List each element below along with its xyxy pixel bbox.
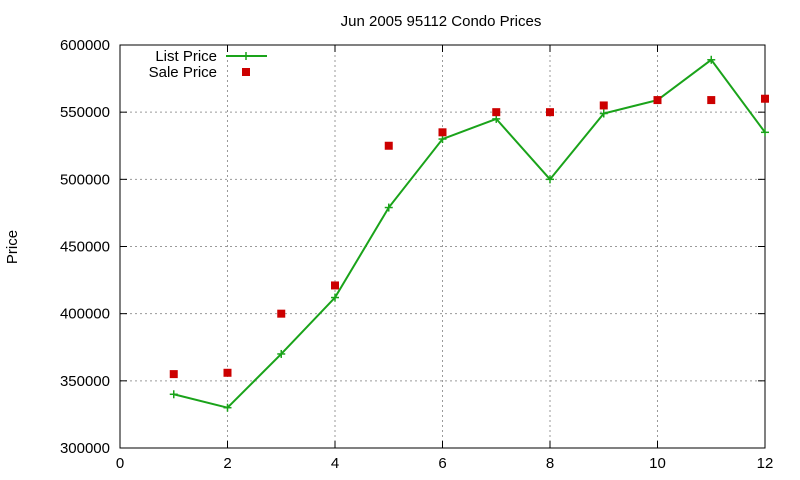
y-axis: 300000 350000 400000 450000 500000 550000 6000…	[60, 37, 765, 457]
list-price-point	[277, 349, 286, 358]
x-tick-label: 0	[116, 455, 124, 472]
sale-price-point	[546, 108, 554, 117]
list-price-point	[331, 293, 339, 302]
sale-price-point	[169, 370, 178, 379]
x-tick-label: 6	[438, 455, 446, 472]
list-price-point	[761, 128, 769, 137]
list-price-point	[546, 175, 554, 184]
sale-price-point	[331, 281, 339, 290]
y-tick-label: 300000	[60, 440, 110, 457]
y-tick-label: 450000	[60, 239, 110, 256]
sale-price-point	[223, 368, 232, 377]
list-price-point	[492, 114, 501, 123]
y-tick-label: 350000	[60, 373, 110, 390]
list-price-point	[169, 390, 178, 399]
series-group	[169, 55, 769, 412]
y-axis-label: Price	[4, 230, 21, 264]
sale-price-point	[492, 108, 501, 117]
list-price-point	[707, 55, 716, 64]
x-tick-label: 2	[223, 455, 231, 472]
y-tick-label: 600000	[60, 37, 110, 54]
x-tick-label: 12	[757, 455, 774, 472]
x-tick-label: 8	[546, 455, 554, 472]
legend-plus-swatch	[242, 52, 250, 60]
sale-price-point	[707, 96, 716, 105]
y-tick-label: 400000	[60, 306, 110, 323]
y-tick-label: 550000	[60, 104, 110, 121]
y-tick-label: 500000	[60, 171, 110, 188]
sale-price-point	[438, 128, 447, 137]
list-price-point	[599, 109, 608, 118]
legend-label: Sale Price	[149, 64, 217, 81]
legend-square-swatch	[242, 68, 250, 76]
sale-price-point	[599, 101, 608, 110]
grid-lines	[120, 45, 765, 448]
sale-price-point	[653, 96, 662, 105]
list-price-point	[223, 403, 232, 412]
list-price-line	[173, 58, 766, 409]
x-tick-label: 10	[649, 455, 666, 472]
x-axis: 0 2 4 6 8 10 12	[116, 45, 774, 472]
list-price-point	[438, 135, 447, 144]
sale-price-point	[384, 141, 393, 150]
sale-price-point	[761, 94, 769, 103]
list-price-point	[384, 203, 393, 212]
sale-price-point	[277, 309, 286, 318]
chart-title: Jun 2005 95112 Condo Prices	[341, 13, 542, 30]
legend-label: List Price	[155, 48, 217, 65]
x-tick-label: 4	[331, 455, 339, 472]
